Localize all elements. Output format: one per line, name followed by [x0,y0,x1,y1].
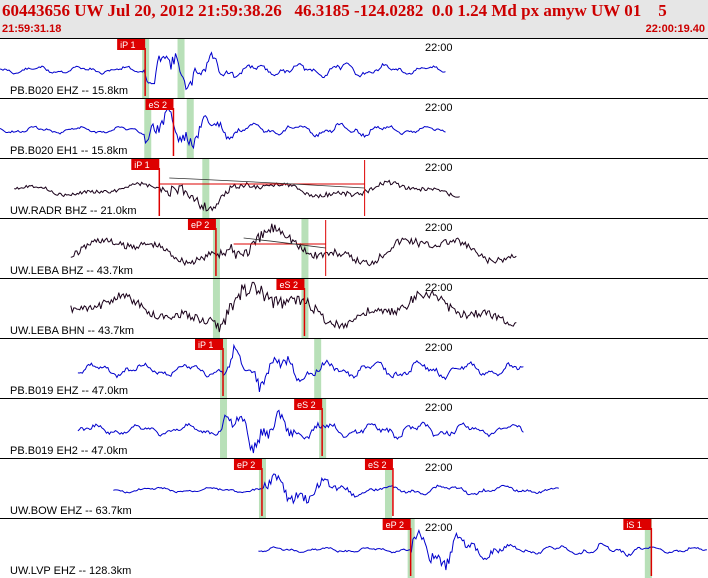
station-label: UW.LEBA BHN -- 43.7km [10,325,134,337]
station-label: PB.B019 EHZ -- 47.0km [10,385,128,397]
trace-row[interactable]: 22:00 eS 2 PB.B020 EH1 -- 15.8km [0,98,708,159]
trace-row[interactable]: 22:00 eP 2 iS 1 UW.LVP EHZ -- 128.3km [0,518,708,578]
pick-label: iS 1 [626,520,642,530]
pick-window [212,279,220,338]
pick-badge[interactable] [131,159,160,170]
trace-row[interactable]: 22:00 eP 2 eS 2 UW.BOW EHZ -- 63.7km [0,458,708,519]
seismogram-panel[interactable]: 22:00 iP 1 PB.B020 EHZ -- 15.8km 22:00 eS 2 P… [0,38,708,578]
minute-label: 22:00 [425,222,453,234]
waveform [258,529,707,571]
minute-label: 22:00 [425,342,453,354]
minute-label: 22:00 [425,282,453,294]
pick-label: iP 1 [120,40,135,50]
station-label: PB.B020 EH1 -- 15.8km [10,145,127,157]
waveform [0,106,446,150]
pick-badge[interactable] [145,99,174,110]
pick-label: eP 2 [386,520,404,530]
trace-row[interactable]: 22:00 eS 2 PB.B019 EH2 -- 47.0km [0,398,708,459]
station-label: UW.RADR BHZ -- 21.0km [10,205,137,217]
pick-badge[interactable] [294,399,323,410]
minute-label: 22:00 [425,162,453,174]
pick-window [202,159,210,218]
coda-decay-curve [169,177,365,189]
pick-window [314,339,322,398]
event-title: 60443656 UW Jul 20, 2012 21:59:38.26 46.… [2,1,667,20]
pick-window [220,399,228,458]
pick-label: iP 1 [198,340,213,350]
pick-window [177,39,185,98]
trace-row[interactable]: 22:00 eS 2 UW.LEBA BHN -- 43.7km [0,278,708,339]
pick-label: eS 2 [368,460,387,470]
pick-badge[interactable] [623,519,652,530]
waveform [70,223,517,267]
waveform [0,51,446,91]
pick-label: iP 1 [134,160,149,170]
pick-label: eS 2 [148,100,167,110]
window-start-time: 21:59:31.18 [2,23,62,35]
station-label: PB.B019 EH2 -- 47.0km [10,445,127,457]
minute-label: 22:00 [425,42,453,54]
minute-label: 22:00 [425,402,453,414]
waveform [77,409,524,454]
pick-label: eS 2 [279,280,298,290]
trace-list: 22:00 iP 1 PB.B020 EHZ -- 15.8km 22:00 eS 2 P… [0,38,708,578]
pick-label: eP 2 [237,460,255,470]
pick-badge[interactable] [364,459,393,470]
trace-row[interactable]: 22:00 eP 2 UW.LEBA BHZ -- 43.7km [0,218,708,279]
trace-row[interactable]: 22:00 iP 1 UW.RADR BHZ -- 21.0km [0,158,708,219]
station-label: PB.B020 EHZ -- 15.8km [10,85,128,97]
trace-row[interactable]: 22:00 iP 1 PB.B020 EHZ -- 15.8km [0,38,708,99]
coda-decay-curve [243,237,326,249]
pick-badge[interactable] [233,459,262,470]
trace-row[interactable]: 22:00 iP 1 PB.B019 EHZ -- 47.0km [0,338,708,399]
pick-window [144,99,152,158]
pick-window [186,99,194,158]
station-label: UW.BOW EHZ -- 63.7km [10,505,132,517]
pick-badge[interactable] [117,39,146,50]
pick-badge[interactable] [187,219,216,230]
waveform [70,281,517,333]
minute-label: 22:00 [425,462,453,474]
waveform [77,343,524,392]
station-label: UW.LEBA BHZ -- 43.7km [10,265,133,277]
pick-badge[interactable] [276,279,305,290]
pick-badge[interactable] [195,339,224,350]
station-label: UW.LVP EHZ -- 128.3km [10,565,131,577]
waveform [113,473,559,505]
pick-label: eS 2 [297,400,316,410]
pick-label: eP 2 [191,220,209,230]
pick-badge[interactable] [382,519,411,530]
event-header: 60443656 UW Jul 20, 2012 21:59:38.26 46.… [0,0,708,38]
minute-label: 22:00 [425,522,453,534]
pick-window [384,459,392,518]
minute-label: 22:00 [425,102,453,114]
window-end-time: 22:00:19.40 [645,23,705,35]
waveform [14,179,460,212]
